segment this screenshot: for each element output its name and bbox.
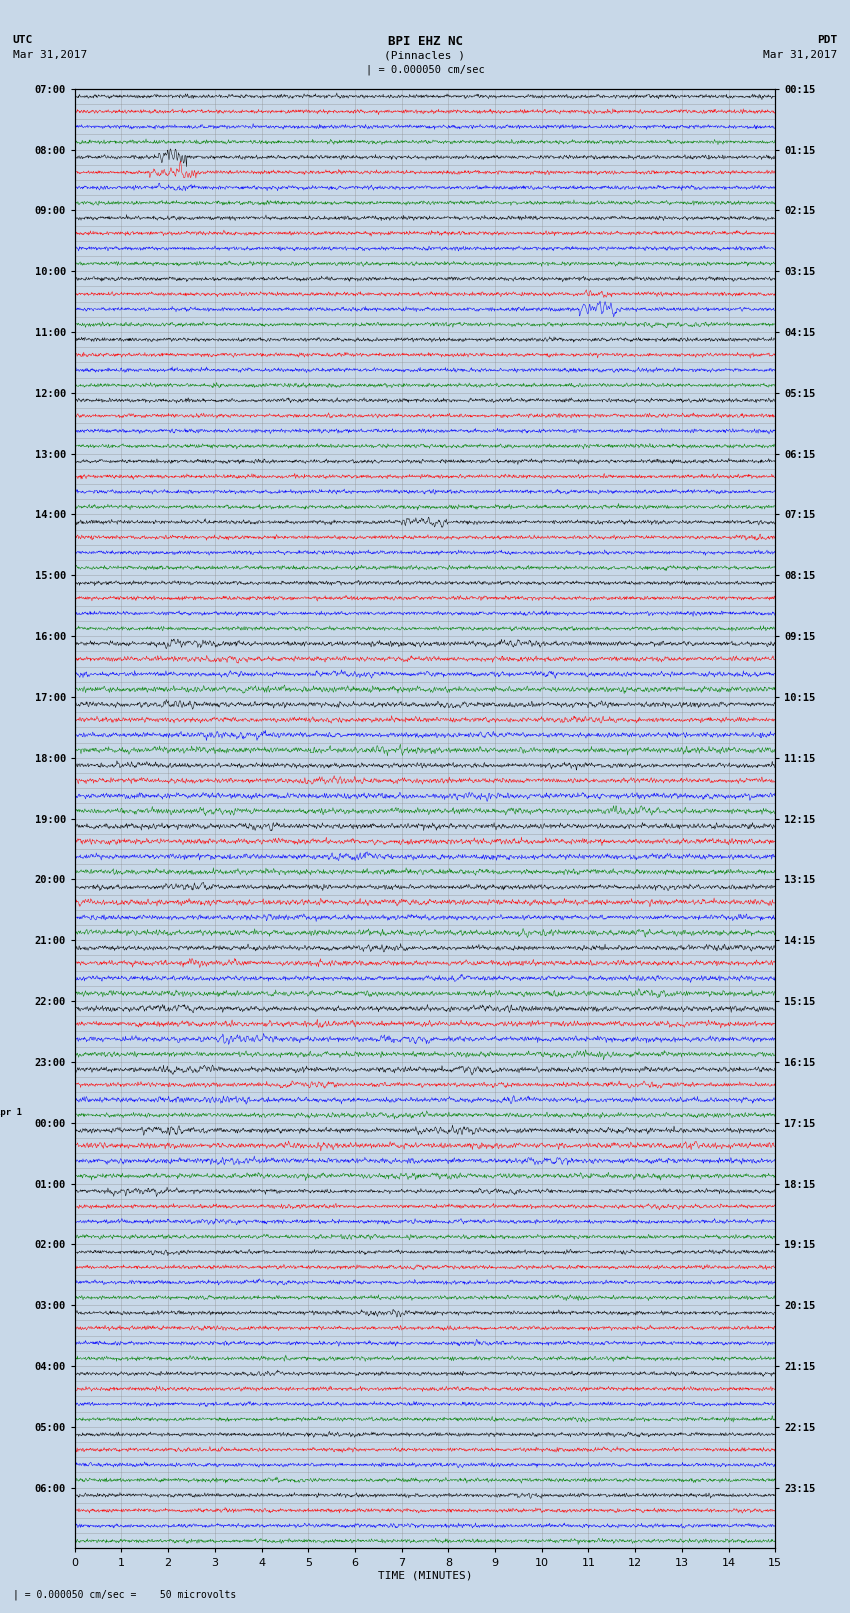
Text: | = 0.000050 cm/sec: | = 0.000050 cm/sec: [366, 65, 484, 76]
Text: UTC: UTC: [13, 35, 33, 45]
Text: (Pinnacles ): (Pinnacles ): [384, 50, 466, 60]
Text: Mar 31,2017: Mar 31,2017: [13, 50, 87, 60]
Text: PDT: PDT: [817, 35, 837, 45]
Text: BPI EHZ NC: BPI EHZ NC: [388, 35, 462, 48]
Text: Apr 1: Apr 1: [0, 1108, 22, 1116]
Text: | = 0.000050 cm/sec =    50 microvolts: | = 0.000050 cm/sec = 50 microvolts: [13, 1589, 236, 1600]
X-axis label: TIME (MINUTES): TIME (MINUTES): [377, 1571, 473, 1581]
Text: Mar 31,2017: Mar 31,2017: [763, 50, 837, 60]
